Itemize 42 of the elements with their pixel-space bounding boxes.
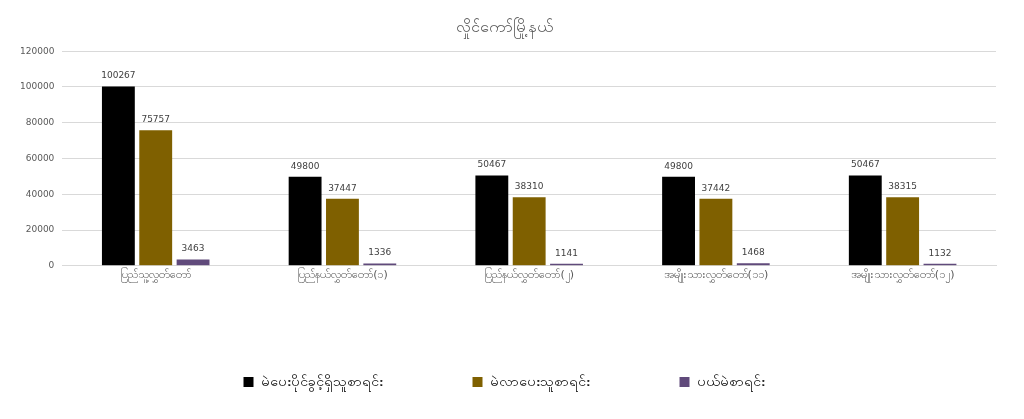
data-label: 49800 <box>664 160 694 171</box>
y-tick-label: 20000 <box>25 224 55 235</box>
x-tick-label: ပြည်နယ်လွှတ်တော်(၁) <box>297 267 388 284</box>
bar <box>848 175 882 266</box>
legend-label: မဲပေးပိုင်ခွင့်ရှိသူစာရင်း <box>260 372 383 392</box>
bar <box>886 197 920 266</box>
data-label: 75757 <box>141 114 171 125</box>
data-label: 37442 <box>701 182 731 193</box>
data-label: 1336 <box>368 247 392 258</box>
data-label: 50467 <box>850 159 880 170</box>
y-tick-label: 0 <box>48 260 55 271</box>
data-label: 37447 <box>328 182 357 193</box>
legend-label: မဲလာပေးသူစာရင်း <box>489 372 590 392</box>
y-tick-label: 80000 <box>25 117 55 128</box>
bar <box>326 198 359 266</box>
data-label: 50467 <box>477 159 507 170</box>
bar <box>475 175 509 266</box>
y-tick-label: 40000 <box>25 188 55 199</box>
bar <box>512 197 546 266</box>
x-tick-label: ပြည်နယ်လွှတ်တော်(၂) <box>484 267 574 284</box>
bar <box>139 130 173 266</box>
bar <box>288 176 322 266</box>
data-label: 1468 <box>741 247 765 258</box>
legend-label: ပယ်မဲစာရင်း <box>696 372 765 392</box>
data-label: 3463 <box>181 243 205 254</box>
x-tick-label: ပြည်သူ့လွှတ်တော် <box>120 267 192 284</box>
bar <box>101 86 135 266</box>
x-tick-label: အမျိုးသားလွှတ်တော်(၁၁) <box>663 268 769 284</box>
y-tick-label: 60000 <box>25 152 55 163</box>
y-tick-label: 120000 <box>20 45 55 56</box>
y-tick-label: 100000 <box>20 81 55 92</box>
chart-title: လှိုင်ကော်မြို့နယ် <box>455 16 553 39</box>
bar <box>736 263 770 266</box>
data-label: 38310 <box>514 181 544 192</box>
data-label: 38315 <box>888 181 917 192</box>
data-label: 49800 <box>290 160 320 171</box>
bar <box>662 176 695 266</box>
x-tick-label: အမျိုးသားလွှတ်တော်(၁၂) <box>850 268 955 284</box>
data-label: 100267 <box>101 70 136 81</box>
bar <box>699 198 733 266</box>
data-label: 1141 <box>555 247 578 258</box>
data-label: 1132 <box>928 247 952 258</box>
